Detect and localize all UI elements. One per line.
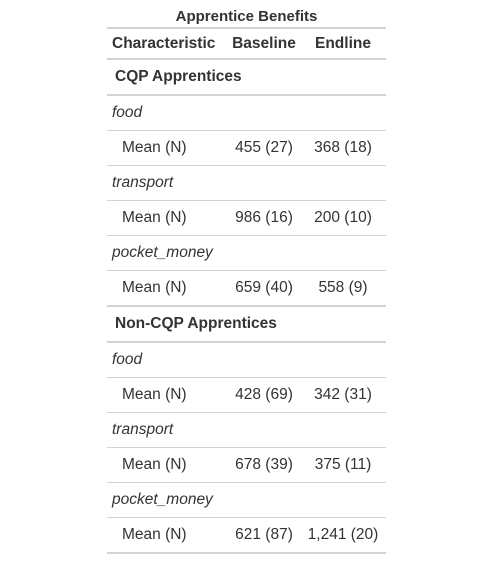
header-row: Characteristic Baseline Endline bbox=[107, 29, 386, 60]
stat-row: Mean (N) 678 (39) 375 (11) bbox=[107, 447, 386, 483]
variable-row: transport bbox=[107, 165, 386, 201]
variable-label: transport bbox=[107, 165, 386, 201]
variable-row: pocket_money bbox=[107, 482, 386, 518]
variable-label: food bbox=[107, 95, 386, 131]
variable-row: food bbox=[107, 95, 386, 131]
baseline-value: 428 (69) bbox=[228, 377, 300, 413]
endline-value: 368 (18) bbox=[300, 130, 386, 166]
variable-label: food bbox=[107, 342, 386, 378]
stat-label: Mean (N) bbox=[107, 270, 228, 307]
endline-value: 1,241 (20) bbox=[300, 517, 386, 554]
endline-value: 558 (9) bbox=[300, 270, 386, 307]
group-row: Non-CQP Apprentices bbox=[107, 306, 386, 343]
group-label: CQP Apprentices bbox=[107, 59, 386, 96]
stat-row: Mean (N) 455 (27) 368 (18) bbox=[107, 130, 386, 166]
baseline-value: 455 (27) bbox=[228, 130, 300, 166]
baseline-value: 621 (87) bbox=[228, 517, 300, 554]
baseline-value: 986 (16) bbox=[228, 200, 300, 236]
group-row: CQP Apprentices bbox=[107, 59, 386, 96]
variable-row: pocket_money bbox=[107, 235, 386, 271]
summary-table-container: Apprentice Benefits Characteristic Basel… bbox=[107, 7, 386, 554]
endline-value: 375 (11) bbox=[300, 447, 386, 483]
endline-value: 200 (10) bbox=[300, 200, 386, 236]
variable-row: transport bbox=[107, 412, 386, 448]
stat-row: Mean (N) 428 (69) 342 (31) bbox=[107, 377, 386, 413]
stat-label: Mean (N) bbox=[107, 447, 228, 483]
variable-label: pocket_money bbox=[107, 482, 386, 518]
baseline-value: 678 (39) bbox=[228, 447, 300, 483]
group-label: Non-CQP Apprentices bbox=[107, 306, 386, 343]
variable-label: pocket_money bbox=[107, 235, 386, 271]
stat-row: Mean (N) 986 (16) 200 (10) bbox=[107, 200, 386, 236]
variable-label: transport bbox=[107, 412, 386, 448]
stat-label: Mean (N) bbox=[107, 377, 228, 413]
summary-table: Characteristic Baseline Endline CQP Appr… bbox=[107, 29, 386, 554]
column-header-baseline: Baseline bbox=[228, 29, 300, 60]
column-header-characteristic: Characteristic bbox=[107, 29, 228, 60]
stat-row: Mean (N) 621 (87) 1,241 (20) bbox=[107, 517, 386, 554]
stat-label: Mean (N) bbox=[107, 200, 228, 236]
baseline-value: 659 (40) bbox=[228, 270, 300, 307]
table-title: Apprentice Benefits bbox=[107, 7, 386, 29]
endline-value: 342 (31) bbox=[300, 377, 386, 413]
stat-label: Mean (N) bbox=[107, 130, 228, 166]
stat-label: Mean (N) bbox=[107, 517, 228, 554]
variable-row: food bbox=[107, 342, 386, 378]
stat-row: Mean (N) 659 (40) 558 (9) bbox=[107, 270, 386, 307]
column-header-endline: Endline bbox=[300, 29, 386, 60]
